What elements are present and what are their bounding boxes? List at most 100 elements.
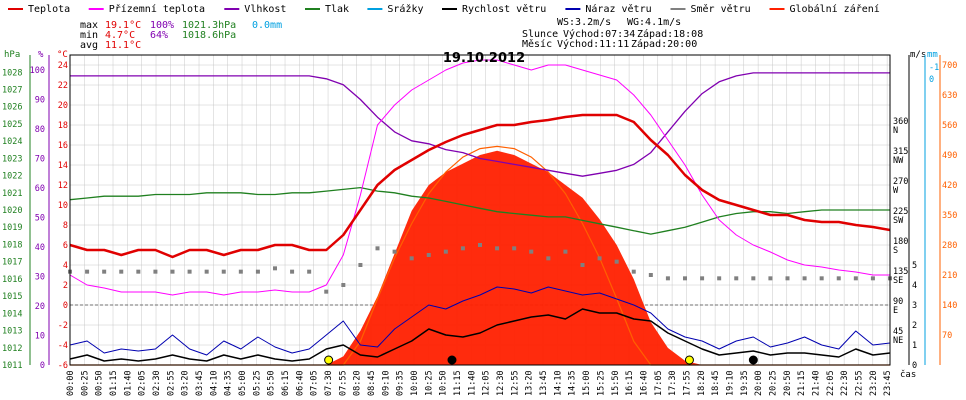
series-dir-point: [238, 269, 243, 274]
axis-x-tick: 07:55: [338, 370, 348, 396]
series-dir-point: [85, 269, 90, 274]
stats-max-press: 1021.3hPa: [182, 20, 236, 31]
axis-dir-deg: 180: [893, 237, 908, 247]
axis-dir-deg: 225: [893, 207, 908, 217]
legend-label-feels: Přízemní teplota: [109, 3, 205, 15]
axis-c-tick: -6: [58, 361, 68, 371]
axis-x-tick: 20:50: [783, 370, 793, 396]
series-dir-point: [580, 262, 585, 267]
info-moon-set: Západ:20:00: [631, 38, 697, 50]
series-dir-point: [563, 249, 568, 254]
series-dir-point: [204, 269, 209, 274]
series-dir-point: [255, 269, 260, 274]
axis-solar-tick: 350: [942, 211, 957, 221]
axis-ms-tick: 4: [912, 281, 917, 291]
series-wind-line: [69, 308, 891, 362]
axis-solar-tick: 70: [942, 331, 952, 341]
axis-c-tick: 0: [63, 301, 68, 311]
series-dir-point: [819, 276, 824, 281]
info-wg: WG:4.1m/s: [627, 17, 681, 28]
series-dir-point: [853, 276, 858, 281]
axis-x-tick: 06:40: [295, 370, 305, 396]
series-dir-point: [460, 246, 465, 251]
legend-label-gust: Náraz větru: [585, 3, 651, 15]
axis-c-tick: -4: [58, 341, 68, 351]
axis-dir-name: SW: [893, 216, 904, 226]
axis-ms-unit: m/s: [910, 50, 926, 60]
axis-hpa-tick: 1013: [2, 327, 22, 337]
axis-x-tick: 13:45: [539, 370, 549, 396]
axis-c-tick: 18: [58, 121, 68, 131]
axis-dir-name: E: [893, 306, 898, 316]
axis-solar-tick: 280: [942, 241, 957, 251]
series-dir-point: [324, 289, 329, 294]
axis-x-tick: 04:35: [224, 370, 234, 396]
axis-hpa-tick: 1015: [2, 292, 22, 302]
series-dir-point: [751, 276, 756, 281]
series-dir-point: [546, 256, 551, 261]
axis-dir-name: NW: [893, 156, 904, 166]
axis-pct-tick: 90: [35, 96, 45, 106]
axis-c-tick: 22: [58, 81, 68, 91]
axis-solar-tick: 210: [942, 271, 957, 281]
axis-dir-name: S: [893, 246, 898, 256]
axis-x-tick: 13:20: [525, 370, 535, 396]
series-dir-point: [358, 262, 363, 267]
axis-x-tick: 10:25: [424, 370, 434, 396]
series-humidity-line: [70, 72, 890, 177]
axis-c-tick: 14: [58, 161, 68, 171]
stats-min-label: min: [80, 30, 98, 41]
axis-pct-tick: 50: [35, 214, 45, 224]
axis-x-tick: 04:10: [209, 370, 219, 396]
axis-x-tick: 12:55: [510, 370, 520, 396]
axis-dir-name: NE: [893, 336, 903, 346]
axis-hpa-tick: 1014: [2, 309, 22, 319]
stats-avg-label: avg: [80, 40, 98, 51]
axis-hpa-tick: 1016: [2, 275, 22, 285]
info-moon-rise: Východ:11:11: [557, 38, 629, 50]
axis-x-tick: 01:15: [109, 370, 119, 396]
astro-info-block: WS:3.2m/s WG:4.1m/s Slunce Východ:07:34 Zápa…: [522, 17, 703, 50]
legend-label-solar: Globální záření: [790, 3, 880, 15]
axis-hpa-tick: 1021: [2, 189, 22, 199]
axis-hpa-tick: 1019: [2, 223, 22, 233]
axis-solar-tick: 140: [942, 301, 957, 311]
series-dir-point: [409, 256, 414, 261]
axis-x-tick: 05:50: [267, 370, 277, 396]
stats-rain: 0.0mm: [252, 20, 282, 31]
series-dir-point: [870, 276, 875, 281]
axis-dir-name: W: [893, 186, 899, 196]
series-dir-point: [170, 269, 175, 274]
stats-min-press: 1018.6hPa: [182, 30, 236, 41]
axis-c-tick: 8: [63, 221, 68, 231]
axis-x-tick: 00:50: [95, 370, 105, 396]
legend-label-pressure: Tlak: [325, 4, 349, 15]
stats-min-hum: 64%: [150, 30, 168, 41]
info-sun-rise: Východ:07:34: [563, 28, 635, 40]
axis-x-tick: 07:30: [324, 370, 334, 396]
axis-x-tick: 09:35: [396, 370, 406, 396]
axis-x-tick: 15:00: [582, 370, 592, 396]
axis-hpa-tick: 1022: [2, 172, 22, 182]
axis-ms-tick: 3: [912, 301, 917, 311]
axis-c-tick: 20: [58, 101, 68, 111]
axis-solar-tick: 700: [942, 61, 957, 71]
axis-x-tick: 14:35: [568, 370, 578, 396]
axis-dir-deg: 135: [893, 267, 908, 277]
series-dir-point: [221, 269, 226, 274]
event-moonrise: [447, 355, 457, 365]
series-dir-point: [375, 246, 380, 251]
axis-pct-unit: %: [38, 50, 44, 60]
axis-hpa-unit: hPa: [4, 50, 20, 60]
axis-x-tick: 20:25: [768, 370, 778, 396]
axis-mm-tick: -1: [929, 63, 939, 73]
axis-hpa-tick: 1026: [2, 103, 22, 113]
axis-x-tick: 05:00: [238, 370, 248, 396]
axis-x-tick: 10:00: [410, 370, 420, 396]
axis-hpa-tick: 1017: [2, 258, 22, 268]
axis-x-tick: 15:25: [596, 370, 606, 396]
axis-x-unit: čas: [900, 369, 916, 380]
axis-x-tick: 22:30: [840, 370, 850, 396]
axis-solar-tick: 560: [942, 121, 957, 131]
axis-pct-tick: 80: [35, 125, 45, 135]
